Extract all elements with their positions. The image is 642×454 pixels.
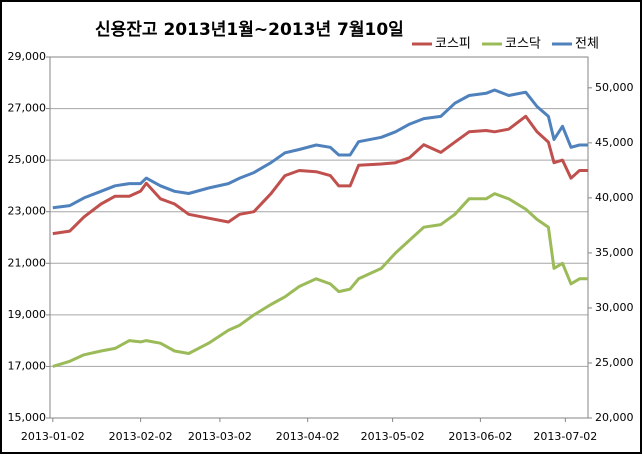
y-tick-label: 21,000	[8, 256, 47, 269]
y2-tick-label: 45,000	[595, 136, 634, 149]
legend-label: 코스피	[435, 37, 471, 52]
x-tick-label: 2013-05-02	[361, 430, 425, 443]
plot-frame	[49, 56, 589, 419]
y-tick-label: 27,000	[8, 102, 47, 115]
series-line	[52, 114, 588, 236]
x-tick-label: 2013-07-02	[533, 430, 597, 443]
y2-tick-label: 20,000	[595, 411, 634, 424]
x-tick-label: 2013-04-02	[276, 430, 340, 443]
x-tick-label: 2013-03-02	[188, 430, 252, 443]
x-tick-label: 2013-06-02	[448, 430, 512, 443]
legend-label: 코스닥	[505, 37, 541, 52]
legend-label: 전체	[575, 37, 599, 52]
series-line	[52, 192, 588, 368]
x-tick-label: 2013-01-02	[21, 430, 85, 443]
y2-tick-label: 50,000	[595, 81, 634, 94]
y-tick-label: 29,000	[8, 50, 47, 63]
y-tick-label: 15,000	[8, 411, 47, 424]
series-line	[52, 88, 588, 210]
y-tick-label: 25,000	[8, 153, 47, 166]
y2-tick-label: 35,000	[595, 246, 634, 259]
y-tick-label: 17,000	[8, 359, 47, 372]
chart-title: 신용잔고 2013년1월~2013년 7월10일	[95, 20, 404, 40]
y2-tick-label: 25,000	[595, 356, 634, 369]
y-tick-label: 19,000	[8, 308, 47, 321]
x-tick-label: 2013-02-02	[109, 430, 173, 443]
y-tick-label: 23,000	[8, 205, 47, 218]
y2-tick-label: 30,000	[595, 301, 634, 314]
y2-tick-label: 40,000	[595, 191, 634, 204]
